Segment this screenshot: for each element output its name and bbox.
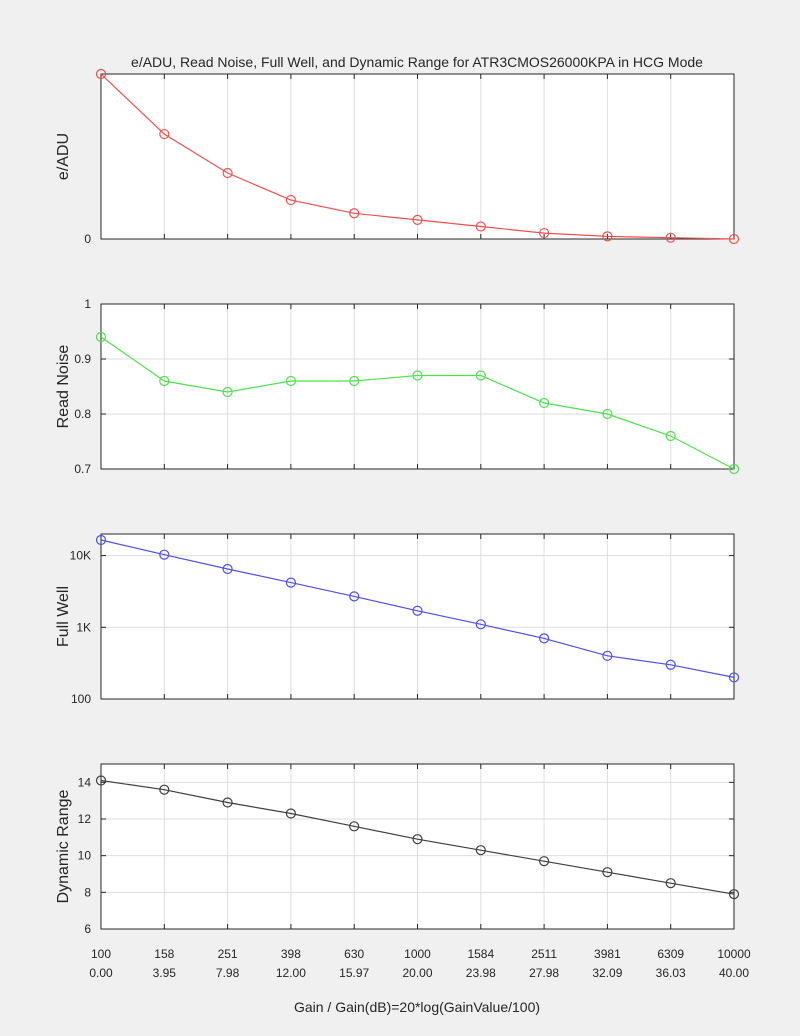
- data-point-eadu: [538, 227, 550, 239]
- series-line-dynrange: [100, 779, 735, 895]
- x-tick-label-gain-db: 23.98: [466, 966, 496, 980]
- data-point-fullwell: [665, 659, 676, 670]
- x-tick-label-gain-db: 36.03: [656, 966, 686, 980]
- data-point-fullwell: [285, 577, 296, 588]
- y-tick-label: 14: [78, 775, 92, 789]
- x-tick-label-gain: 398: [281, 947, 301, 961]
- y-tick-label: 0.7: [74, 462, 91, 476]
- data-point-readnoise: [95, 331, 107, 343]
- data-point-fullwell: [159, 549, 170, 560]
- x-tick-label-gain: 2511: [531, 947, 557, 961]
- x-tick-label-gain-db: 32.09: [592, 966, 622, 980]
- data-point-readnoise: [349, 375, 360, 387]
- y-tick-label: 100: [71, 692, 91, 706]
- data-point-readnoise: [665, 430, 676, 442]
- y-tick-label: 1: [84, 297, 91, 311]
- data-point-fullwell: [602, 650, 613, 661]
- data-point-dynrange: [159, 784, 170, 795]
- data-point-dynrange: [538, 856, 550, 867]
- data-point-fullwell: [349, 591, 360, 602]
- panel-readnoise: 0.7 0.8 0.9 1 Read Noise: [55, 297, 740, 476]
- y-tick-label: 0.8: [74, 407, 91, 421]
- x-tick-label-gain: 3981: [594, 947, 621, 961]
- y-tick-label: 12: [78, 812, 92, 826]
- data-point-eadu: [412, 214, 423, 225]
- data-point-eadu: [159, 128, 170, 140]
- figure-title: e/ADU, Read Noise, Full Well, and Dynami…: [131, 54, 703, 70]
- data-point-eadu: [95, 68, 107, 80]
- data-point-eadu: [285, 194, 296, 206]
- y-tick-label: 1K: [76, 620, 91, 634]
- x-tick-label-gain-db: 12.00: [276, 966, 306, 980]
- panel-eadu: 0 e/ADU: [55, 68, 740, 246]
- data-point-fullwell: [412, 605, 423, 616]
- panels: 0 e/ADU 0.7 0.8 0.9 1 Read Noise 100 1K 10K Full W…: [55, 68, 740, 936]
- data-point-fullwell: [538, 633, 550, 644]
- data-point-dynrange: [349, 821, 360, 832]
- data-point-fullwell: [95, 534, 107, 546]
- data-point-fullwell: [728, 672, 740, 683]
- x-tick-label-gain-db: 15.97: [339, 966, 369, 980]
- x-tick-label-gain: 1000: [404, 947, 431, 961]
- data-point-readnoise: [285, 375, 296, 387]
- data-point-dynrange: [475, 845, 486, 856]
- data-point-fullwell: [222, 563, 233, 575]
- x-tick-label-gain: 100: [91, 947, 111, 961]
- x-tick-label-gain: 630: [344, 947, 364, 961]
- data-point-eadu: [475, 221, 486, 232]
- x-tick-labels: 100 0.00 158 3.95 251 7.98 398 12.00 630 15.97 100…: [89, 947, 751, 980]
- series-line-fullwell: [100, 539, 735, 678]
- x-tick-label-gain-db: 0.00: [89, 966, 113, 980]
- data-point-readnoise: [538, 397, 550, 409]
- data-point-dynrange: [222, 797, 233, 808]
- data-point-readnoise: [602, 408, 613, 420]
- data-point-readnoise: [222, 386, 233, 398]
- data-point-readnoise: [412, 370, 423, 381]
- x-tick-label-gain: 1584: [467, 947, 494, 961]
- data-point-readnoise: [728, 463, 740, 475]
- y-axis-label-fullwell: Full Well: [55, 586, 72, 647]
- series-line-readnoise: [100, 336, 735, 470]
- data-point-readnoise: [475, 370, 486, 381]
- data-point-dynrange: [412, 834, 423, 845]
- x-tick-label-gain-db: 3.95: [153, 966, 177, 980]
- y-axis-label-readnoise: Read Noise: [55, 345, 72, 429]
- x-tick-label-gain-db: 27.98: [529, 966, 559, 980]
- series-line-eadu: [100, 73, 735, 240]
- y-tick-label: 0: [84, 232, 91, 246]
- data-point-dynrange: [728, 889, 740, 900]
- x-tick-label-gain: 10000: [717, 947, 751, 961]
- y-tick-label: 6: [84, 922, 91, 936]
- y-tick-label: 10: [78, 849, 92, 863]
- data-point-eadu: [222, 167, 233, 179]
- data-point-readnoise: [159, 375, 170, 387]
- x-tick-label-gain: 6309: [657, 947, 684, 961]
- y-tick-label: 8: [84, 885, 91, 899]
- data-point-eadu: [602, 231, 613, 242]
- data-point-dynrange: [95, 775, 107, 786]
- data-point-fullwell: [475, 619, 486, 630]
- y-axis-label-dynrange: Dynamic Range: [55, 789, 72, 903]
- x-tick-label-gain: 251: [218, 947, 238, 961]
- data-point-dynrange: [602, 867, 613, 878]
- panel-fullwell: 100 1K 10K Full Well: [55, 533, 740, 706]
- x-tick-label-gain-db: 7.98: [216, 966, 240, 980]
- x-tick-label-gain-db: 20.00: [402, 966, 432, 980]
- x-tick-label-gain: 158: [154, 947, 174, 961]
- y-tick-label: 0.9: [74, 352, 91, 366]
- x-axis-label: Gain / Gain(dB)=20*log(GainValue/100): [294, 999, 540, 1015]
- data-point-dynrange: [665, 878, 676, 889]
- data-point-eadu: [665, 232, 676, 243]
- y-tick-label: 10K: [70, 549, 91, 563]
- data-point-eadu: [349, 208, 360, 219]
- x-tick-label-gain-db: 40.00: [719, 966, 749, 980]
- y-axis-label-eadu: e/ADU: [55, 133, 72, 180]
- data-point-eadu: [728, 233, 740, 245]
- data-point-dynrange: [285, 808, 296, 819]
- panel-dynrange: 6 8 10 12 14 Dynamic Range: [55, 763, 740, 936]
